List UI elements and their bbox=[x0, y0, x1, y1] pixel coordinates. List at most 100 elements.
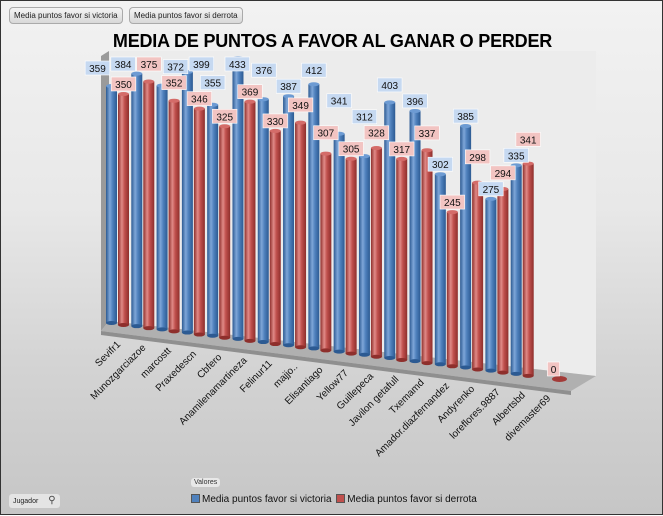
legend-swatch-victoria bbox=[191, 494, 200, 503]
data-label-victoria: 384 bbox=[115, 60, 132, 71]
bar-derrota bbox=[244, 101, 256, 341]
bar-base-victoria bbox=[283, 343, 295, 348]
filter-button-derrota[interactable]: Media puntos favor si derrota bbox=[129, 7, 243, 24]
data-label-victoria: 302 bbox=[432, 160, 449, 171]
bar-top-derrota bbox=[396, 156, 408, 161]
data-label-victoria: 275 bbox=[483, 185, 500, 196]
values-field-button[interactable]: Valores bbox=[191, 478, 221, 487]
bar-base-victoria bbox=[257, 340, 269, 345]
bar-base-derrota bbox=[118, 323, 129, 327]
bar-base-victoria bbox=[156, 327, 168, 332]
bar-victoria bbox=[460, 126, 472, 368]
data-label-bg-derrota bbox=[262, 113, 288, 129]
bar-base-victoria bbox=[181, 330, 193, 335]
bar-derrota bbox=[522, 163, 534, 376]
data-label-bg-victoria bbox=[326, 93, 352, 109]
x-tick-label: Javilon getafull bbox=[347, 374, 402, 429]
bars-layer bbox=[106, 56, 567, 382]
data-label-bg-derrota bbox=[547, 361, 560, 377]
data-label-bg-victoria bbox=[377, 77, 403, 93]
bar-victoria bbox=[207, 104, 219, 336]
legend-item-derrota[interactable]: Media puntos favor si derrota bbox=[336, 494, 477, 505]
bar-victoria bbox=[283, 96, 295, 346]
bar-victoria bbox=[485, 198, 497, 371]
bar-base-derrota bbox=[320, 348, 332, 353]
bar-base-derrota bbox=[269, 342, 281, 347]
data-label-bg-derrota bbox=[287, 97, 314, 113]
filter-icon: ⚲ bbox=[48, 495, 56, 506]
legend-swatch-derrota bbox=[336, 494, 346, 503]
bar-derrota bbox=[396, 158, 408, 360]
bar-base-victoria bbox=[485, 368, 497, 373]
data-label-derrota: 317 bbox=[393, 145, 410, 156]
data-label-bg-victoria bbox=[478, 181, 504, 197]
data-label-bg-victoria bbox=[301, 62, 327, 78]
bar-derrota bbox=[269, 130, 281, 345]
bar-base-victoria bbox=[106, 321, 117, 325]
filter-button-victoria[interactable]: Media puntos favor si victoria bbox=[9, 7, 123, 24]
bar-top-victoria bbox=[384, 100, 396, 105]
data-label-bg-victoria bbox=[427, 156, 453, 172]
data-label-victoria: 372 bbox=[167, 63, 184, 74]
bar-derrota bbox=[118, 94, 129, 325]
floor-edge bbox=[101, 331, 571, 395]
data-label-bg-derrota bbox=[212, 108, 238, 124]
bar-victoria bbox=[156, 85, 168, 330]
bar-base-derrota bbox=[244, 338, 256, 343]
bar-base-derrota bbox=[345, 351, 357, 356]
bar-victoria bbox=[409, 110, 421, 362]
bar-top-victoria bbox=[485, 196, 497, 201]
bar-top-victoria bbox=[409, 108, 421, 113]
data-label-bg-derrota bbox=[313, 125, 339, 141]
data-label-bg-victoria bbox=[275, 78, 302, 94]
data-label-derrota: 305 bbox=[343, 145, 360, 156]
data-label-bg-victoria bbox=[224, 56, 250, 72]
data-label-derrota: 337 bbox=[419, 129, 436, 140]
data-label-bg-victoria bbox=[110, 56, 136, 72]
data-label-bg-derrota bbox=[439, 194, 465, 210]
data-label-bg-derrota bbox=[161, 75, 187, 90]
bar-derrota bbox=[295, 122, 307, 348]
data-label-derrota: 307 bbox=[318, 129, 335, 140]
bar-base-victoria bbox=[460, 365, 472, 370]
data-label-bg-derrota bbox=[465, 149, 491, 165]
bar-derrota bbox=[193, 108, 205, 335]
data-label-victoria: 433 bbox=[229, 60, 246, 71]
bar-victoria bbox=[308, 84, 320, 349]
data-label-derrota: 349 bbox=[292, 101, 309, 112]
bar-victoria bbox=[358, 156, 370, 355]
bar-top-derrota bbox=[168, 98, 180, 103]
bar-victoria bbox=[257, 99, 269, 343]
axis-field-button-jugador[interactable]: Jugador ⚲ bbox=[9, 494, 60, 508]
bar-victoria bbox=[384, 102, 396, 358]
bar-base-derrota bbox=[396, 357, 408, 362]
bar-top-derrota bbox=[421, 148, 433, 153]
data-label-bg-derrota bbox=[363, 125, 390, 141]
bar-derrota bbox=[421, 150, 433, 364]
bar-base-derrota bbox=[497, 370, 509, 375]
bar-victoria bbox=[106, 86, 117, 323]
bar-top-victoria bbox=[308, 82, 320, 87]
bar-base-victoria bbox=[333, 349, 345, 354]
bar-top-victoria bbox=[131, 71, 143, 76]
data-label-bg-victoria bbox=[251, 62, 277, 78]
data-label-derrota: 341 bbox=[520, 135, 537, 146]
bar-base-derrota bbox=[370, 354, 382, 359]
data-label-victoria: 312 bbox=[356, 113, 373, 124]
bar-base-victoria bbox=[207, 333, 219, 338]
bar-top-victoria bbox=[434, 172, 446, 177]
bar-base-derrota bbox=[472, 367, 484, 372]
data-label-derrota: 328 bbox=[368, 129, 385, 140]
bar-top-derrota bbox=[345, 156, 357, 161]
legend-item-victoria[interactable]: Media puntos favor si victoria bbox=[191, 494, 332, 505]
data-label-bg-victoria bbox=[351, 109, 378, 125]
data-label-bg-derrota bbox=[490, 165, 516, 181]
bar-base-victoria bbox=[308, 346, 320, 351]
data-label-bg-victoria bbox=[200, 75, 226, 90]
data-label-bg-derrota bbox=[414, 125, 440, 141]
data-label-victoria: 412 bbox=[306, 66, 323, 77]
bar-top-derrota bbox=[193, 106, 205, 111]
data-label-derrota: 369 bbox=[242, 88, 259, 99]
bar-base-derrota bbox=[168, 329, 180, 334]
